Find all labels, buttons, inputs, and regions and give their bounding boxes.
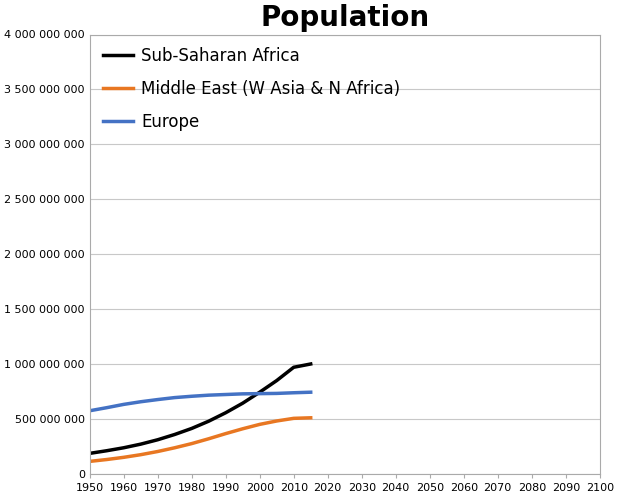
Title: Population: Population (260, 4, 430, 32)
Legend: Sub-Saharan Africa, Middle East (W Asia & N Africa), Europe: Sub-Saharan Africa, Middle East (W Asia … (103, 47, 400, 131)
